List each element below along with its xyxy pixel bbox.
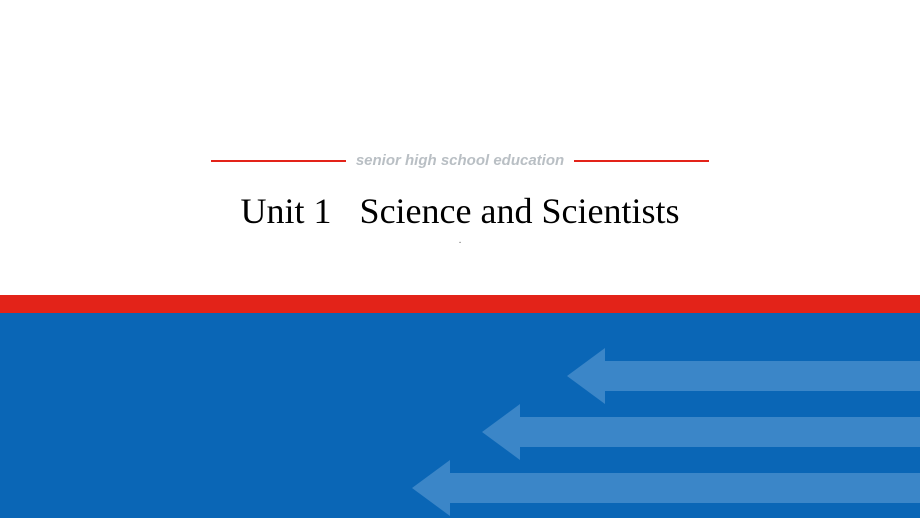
arrow-1 — [567, 348, 920, 404]
center-dot: · — [0, 238, 920, 249]
page-title: Unit 1 Science and Scientists — [241, 190, 680, 232]
rule-left — [211, 160, 346, 162]
arrows-group — [400, 338, 920, 508]
eyebrow-text: senior high school education — [346, 152, 574, 169]
arrow-2-shaft — [520, 417, 920, 447]
red-band — [0, 295, 920, 313]
rule-right — [574, 160, 709, 162]
upper-region: senior high school education Unit 1 Scien… — [0, 0, 920, 295]
arrow-3 — [412, 460, 920, 516]
title-main: Science and Scientists — [360, 191, 680, 231]
arrow-3-head — [412, 460, 450, 516]
eyebrow-row: senior high school education — [0, 152, 920, 169]
title-prefix: Unit 1 — [241, 191, 332, 231]
arrow-3-shaft — [450, 473, 920, 503]
slide: senior high school education Unit 1 Scien… — [0, 0, 920, 518]
arrow-2-head — [482, 404, 520, 460]
title-wrap: Unit 1 Science and Scientists · — [0, 190, 920, 249]
arrow-1-head — [567, 348, 605, 404]
arrow-2 — [482, 404, 920, 460]
blue-band — [0, 313, 920, 518]
arrow-1-shaft — [605, 361, 920, 391]
